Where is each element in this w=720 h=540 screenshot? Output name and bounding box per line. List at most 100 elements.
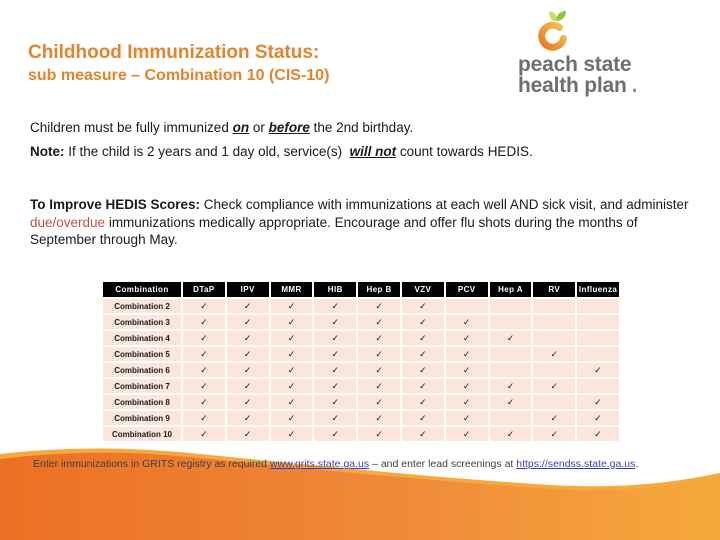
row-label: Combination 4 (103, 331, 181, 345)
check-icon: ✓ (287, 428, 296, 439)
check-icon: ✓ (375, 428, 383, 439)
check-cell: ✓ (445, 347, 488, 361)
check-icon: ✓ (287, 412, 296, 423)
logo-line2: health plan (518, 74, 627, 97)
check-cell: ✓ (533, 411, 576, 425)
check-icon: ✓ (200, 428, 208, 439)
check-icon: ✓ (243, 300, 252, 311)
check-cell: ✓ (270, 411, 313, 425)
check-icon: ✓ (462, 428, 471, 439)
table-row: Combination 8 ✓ ✓ ✓ ✓ ✓ ✓ ✓ ✓ ✓ (103, 395, 619, 409)
check-cell: ✓ (270, 363, 313, 377)
check-icon: ✓ (287, 380, 296, 391)
check-icon: ✓ (419, 396, 427, 407)
page-title: Childhood Immunization Status: (28, 42, 320, 63)
check-icon: ✓ (243, 412, 252, 423)
check-cell: ✓ (401, 299, 444, 313)
check-cell: ✓ (358, 331, 400, 345)
row-label: Combination 2 (103, 299, 181, 313)
immunization-table-wrap: Combination DTaP IPV MMR HIB Hep B VZV PCV Hep A… (101, 280, 621, 443)
row-label: Combination 8 (103, 395, 181, 409)
sendss-link[interactable]: https://sendss.state.ga.us (516, 458, 636, 470)
intro-line-1: Children must be fully immunized on or b… (30, 120, 414, 135)
logo-text: peach state health plan. (518, 54, 698, 96)
check-cell: ✓ (226, 299, 269, 313)
empty-cell (489, 347, 532, 361)
check-cell: ✓ (270, 395, 313, 409)
check-cell: ✓ (183, 427, 225, 441)
empty-cell (489, 411, 532, 425)
column-header-combination: Combination (103, 282, 181, 297)
title-block: Childhood Immunization Status: sub measu… (28, 41, 329, 86)
check-cell: ✓ (358, 299, 400, 313)
row-label: Combination 5 (103, 347, 181, 361)
check-icon: ✓ (331, 396, 340, 407)
check-cell: ✓ (489, 427, 532, 441)
empty-cell (533, 315, 576, 329)
check-cell: ✓ (358, 395, 400, 409)
check-icon: ✓ (550, 428, 559, 439)
check-cell: ✓ (445, 363, 488, 377)
check-icon: ✓ (287, 316, 296, 327)
column-header-vzv: VZV (401, 282, 444, 297)
check-cell: ✓ (270, 331, 313, 345)
check-icon: ✓ (331, 364, 340, 375)
check-cell: ✓ (270, 379, 313, 393)
intro-text: Children must be fully immunized on or b… (30, 121, 706, 169)
check-icon: ✓ (375, 412, 383, 423)
check-icon: ✓ (462, 364, 471, 375)
check-icon: ✓ (506, 396, 515, 407)
check-cell: ✓ (314, 299, 357, 313)
check-cell: ✓ (401, 315, 444, 329)
check-icon: ✓ (419, 300, 427, 311)
row-label: Combination 3 (103, 315, 181, 329)
empty-cell (489, 363, 532, 377)
column-header-mmr: MMR (270, 282, 313, 297)
table-row: Combination 5 ✓ ✓ ✓ ✓ ✓ ✓ ✓ ✓ (103, 347, 619, 361)
check-cell: ✓ (401, 411, 444, 425)
table-row: Combination 3 ✓ ✓ ✓ ✓ ✓ ✓ ✓ (103, 315, 619, 329)
check-icon: ✓ (287, 348, 296, 359)
improve-label: To Improve HEDIS Scores: (30, 197, 201, 212)
check-icon: ✓ (331, 316, 340, 327)
check-cell: ✓ (489, 331, 532, 345)
check-icon: ✓ (375, 380, 383, 391)
check-icon: ✓ (419, 428, 427, 439)
grits-link[interactable]: www.grits.state.ga.us (269, 458, 370, 470)
table-row: Combination 9 ✓ ✓ ✓ ✓ ✓ ✓ ✓ ✓ ✓ (103, 411, 619, 425)
check-cell: ✓ (314, 347, 357, 361)
check-cell: ✓ (489, 395, 532, 409)
check-cell: ✓ (183, 347, 225, 361)
check-icon: ✓ (462, 332, 471, 343)
check-icon: ✓ (419, 316, 427, 327)
column-header-dtap: DTaP (183, 282, 225, 297)
table-row: Combination 10 ✓ ✓ ✓ ✓ ✓ ✓ ✓ ✓ ✓ ✓ (103, 427, 619, 441)
page-subtitle: sub measure – Combination 10 (CIS-10) (28, 67, 330, 84)
check-icon: ✓ (287, 396, 296, 407)
check-icon: ✓ (331, 412, 340, 423)
check-cell: ✓ (358, 427, 400, 441)
check-icon: ✓ (287, 364, 296, 375)
check-cell: ✓ (445, 427, 488, 441)
check-cell: ✓ (314, 315, 357, 329)
check-icon: ✓ (243, 428, 252, 439)
check-icon: ✓ (200, 332, 208, 343)
check-icon: ✓ (331, 380, 340, 391)
check-icon: ✓ (419, 332, 427, 343)
check-icon: ✓ (462, 396, 471, 407)
check-cell: ✓ (489, 379, 532, 393)
column-header-pcv: PCV (445, 282, 488, 297)
immunization-table: Combination DTaP IPV MMR HIB Hep B VZV PCV Hep A… (101, 280, 621, 443)
check-cell: ✓ (577, 427, 619, 441)
check-cell: ✓ (183, 299, 225, 313)
check-cell: ✓ (445, 395, 488, 409)
improve-hedis-text: To Improve HEDIS Scores: Check complianc… (30, 197, 689, 247)
logo-period: . (631, 74, 638, 97)
check-cell: ✓ (226, 315, 269, 329)
intro-note: Note: If the child is 2 years and 1 day … (30, 144, 533, 159)
peach-state-logo: peach state health plan. (518, 10, 698, 96)
check-cell: ✓ (270, 299, 313, 313)
check-icon: ✓ (375, 348, 383, 359)
check-cell: ✓ (533, 379, 576, 393)
